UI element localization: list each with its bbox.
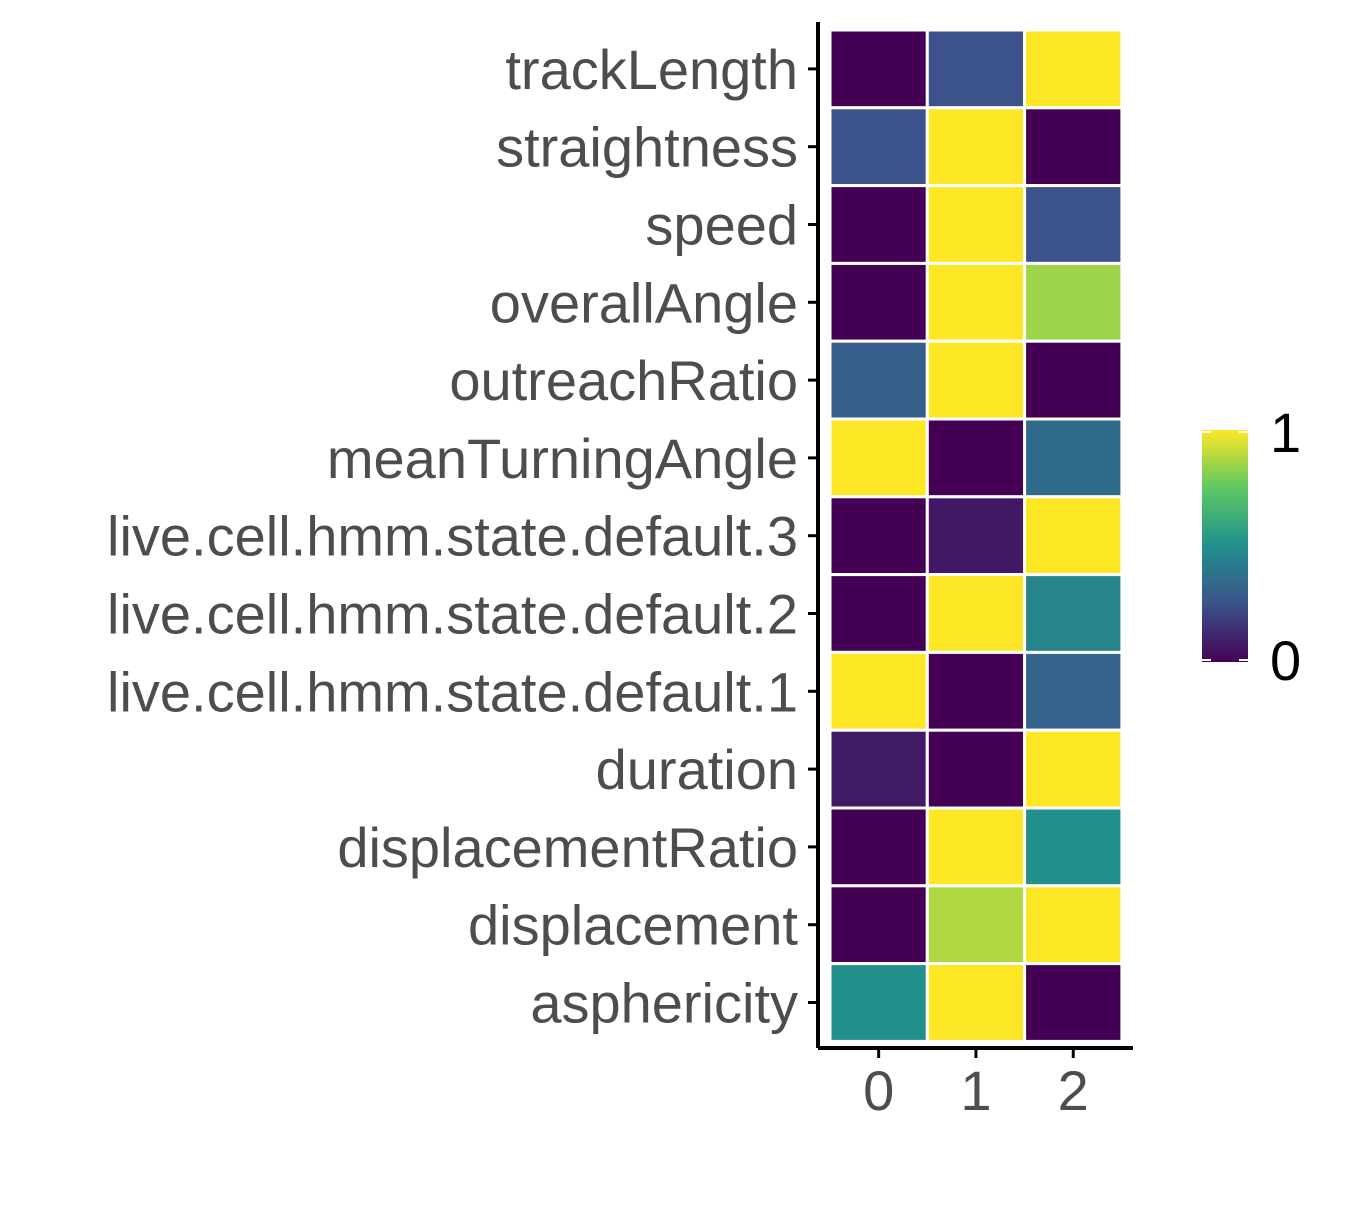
x-axis-ticks: 0 1 2 (863, 1048, 1089, 1122)
legend-tick-label: 0 (1270, 629, 1301, 692)
heatmap-cell (925, 884, 1027, 966)
heatmap-cell (925, 495, 1027, 577)
x-tick-label: 2 (1058, 1059, 1089, 1122)
heatmap-cell (1023, 728, 1124, 810)
x-tick-label: 1 (960, 1059, 991, 1122)
heatmap-cell (1023, 495, 1124, 577)
heatmap-cell (828, 417, 929, 499)
y-tick-label: live.cell.hmm.state.default.1 (107, 660, 798, 723)
heatmap-cell (1023, 884, 1124, 966)
heatmap-cell (925, 261, 1027, 343)
heatmap-cell (1023, 573, 1124, 654)
heatmap-cell (1023, 962, 1124, 1043)
heatmap-cell (1023, 650, 1124, 732)
y-tick-label: live.cell.hmm.state.default.3 (107, 505, 798, 568)
heatmap-cell (925, 806, 1027, 888)
heatmap-cell (1023, 806, 1124, 888)
heatmap-cell (828, 495, 929, 577)
heatmap-cell (925, 339, 1027, 421)
heatmap-cell (925, 417, 1027, 499)
y-tick-label: straightness (496, 116, 798, 179)
y-tick-label: asphericity (530, 972, 798, 1035)
heatmap-cell (828, 650, 929, 732)
heatmap-cell (828, 962, 929, 1043)
heatmap-cell (925, 573, 1027, 654)
heatmap-cell (1023, 28, 1124, 110)
heatmap-cell (925, 728, 1027, 810)
heatmap-cell (925, 184, 1027, 265)
heatmap-cell (925, 28, 1027, 110)
legend-tick-label: 1 (1270, 401, 1301, 464)
x-tick-label: 0 (863, 1059, 894, 1122)
heatmap-cell (828, 339, 929, 421)
heatmap-cells (828, 28, 1124, 1043)
color-legend: 10 (1202, 401, 1301, 692)
heatmap-cell (828, 184, 929, 265)
legend-colorbar (1202, 430, 1248, 662)
heatmap-cell (828, 728, 929, 810)
y-tick-label: duration (596, 738, 798, 801)
heatmap-cell (925, 650, 1027, 732)
heatmap-cell (1023, 261, 1124, 343)
y-tick-label: live.cell.hmm.state.default.2 (107, 583, 798, 646)
y-tick-label: trackLength (505, 38, 798, 101)
heatmap-cell (828, 884, 929, 966)
y-tick-label: speed (645, 194, 798, 257)
heatmap-cell (828, 806, 929, 888)
heatmap-cell (828, 106, 929, 188)
heatmap-cell (925, 962, 1027, 1043)
y-tick-label: overallAngle (490, 271, 798, 334)
heatmap-cell (1023, 184, 1124, 265)
heatmap-cell (828, 28, 929, 110)
heatmap-cell (828, 261, 929, 343)
y-tick-label: displacementRatio (337, 816, 798, 879)
y-tick-label: outreachRatio (449, 349, 798, 412)
y-tick-label: meanTurningAngle (327, 427, 798, 490)
y-tick-label: displacement (468, 894, 798, 957)
heatmap-cell (1023, 106, 1124, 188)
y-axis-ticks: trackLength straightness speed overallAngle… (107, 38, 818, 1035)
heatmap-cell (1023, 339, 1124, 421)
heatmap-cell (925, 106, 1027, 188)
heatmap-cell (1023, 417, 1124, 499)
heatmap-cell (828, 573, 929, 654)
